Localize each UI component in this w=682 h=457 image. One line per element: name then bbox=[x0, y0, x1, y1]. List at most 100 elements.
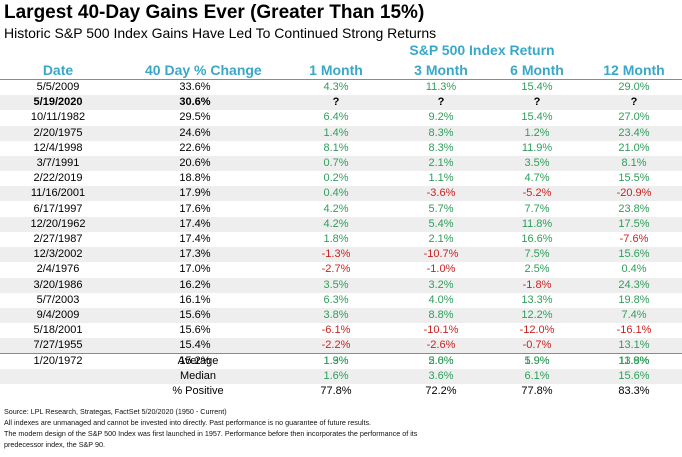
header-divider bbox=[0, 79, 682, 80]
column-header-6-month: 6 Month bbox=[510, 62, 564, 78]
cell-return-m3: 5.4% bbox=[428, 217, 454, 230]
cell-return-m1: 4.3% bbox=[323, 81, 349, 93]
cell-date: 12/20/1962 bbox=[30, 217, 86, 230]
cell-40-day-change: 16.2% bbox=[179, 278, 211, 291]
summary-cell-m3: 72.2% bbox=[425, 385, 457, 398]
cell-40-day-change: 15.2% bbox=[179, 354, 211, 367]
cell-return-m1: 6.3% bbox=[323, 293, 349, 306]
summary-cell-m12: 83.3% bbox=[618, 385, 650, 398]
cell-return-m6: 4.7% bbox=[524, 172, 550, 185]
summary-cell-m6: 77.8% bbox=[521, 385, 553, 398]
cell-40-day-change: 17.6% bbox=[179, 202, 211, 215]
cell-return-m6: 15.4% bbox=[521, 111, 553, 124]
table-row: 2/20/1975 24.6% 1.4% 8.3% 1.2% 23.4% bbox=[0, 125, 682, 141]
column-header-12-month: 12 Month bbox=[603, 62, 665, 78]
cell-return-m3: 8.3% bbox=[428, 126, 454, 139]
cell-return-m1: 0.4% bbox=[323, 187, 349, 200]
cell-40-day-change: 30.6% bbox=[179, 96, 211, 109]
column-header-1-month: 1 Month bbox=[309, 62, 363, 78]
summary-cell-m3: 3.6% bbox=[428, 370, 454, 383]
summary-cell-m6: 6.1% bbox=[524, 370, 550, 383]
cell-date: 2/22/2019 bbox=[33, 172, 83, 185]
cell-return-m1: ? bbox=[332, 96, 340, 109]
cell-return-m6: 11.8% bbox=[521, 217, 553, 230]
cell-40-day-change: 15.6% bbox=[179, 309, 211, 321]
summary-label: Median bbox=[179, 370, 217, 383]
cell-return-m6: 7.7% bbox=[524, 202, 550, 215]
summary-row: Average 1.9% 2.6% 5.9% 11.9% bbox=[0, 354, 682, 369]
cell-return-m1: 4.2% bbox=[323, 217, 349, 230]
cell-return-m3: ? bbox=[437, 96, 445, 109]
column-header-date: Date bbox=[42, 62, 74, 78]
cell-return-m6: 1.2% bbox=[524, 126, 550, 139]
cell-return-m1: 1.8% bbox=[323, 233, 349, 245]
cell-return-m3: -2.6% bbox=[426, 339, 456, 352]
cell-return-m3: 4.0% bbox=[428, 293, 454, 306]
cell-return-m3: 8.8% bbox=[428, 309, 454, 321]
footnote-source: Source: LPL Research, Strategas, FactSet… bbox=[4, 407, 227, 416]
cell-return-m6: 2.5% bbox=[524, 263, 550, 276]
cell-40-day-change: 22.6% bbox=[179, 141, 211, 154]
table-row: 3/20/1986 16.2% 3.5% 3.2% -1.8% 24.3% bbox=[0, 277, 682, 293]
table-row: 1/20/1972 15.2% 1.3% 5.0% 1.9% 13.8% bbox=[0, 354, 682, 369]
cell-return-m1: 1.4% bbox=[323, 126, 349, 139]
cell-date: 3/7/1991 bbox=[36, 157, 80, 169]
table-row: 9/4/2009 15.6% 3.8% 8.8% 12.2% 7.4% bbox=[0, 308, 682, 323]
summary-cell-m1: 1.6% bbox=[323, 370, 349, 383]
cell-return-m12: 7.4% bbox=[621, 309, 647, 321]
sp500-return-group-header: S&P 500 Index Return bbox=[409, 42, 555, 58]
cell-return-m1: 0.2% bbox=[323, 172, 349, 185]
cell-40-day-change: 16.1% bbox=[179, 293, 211, 306]
summary-cell-m1: 1.9% bbox=[323, 355, 349, 367]
table-row: 6/17/1997 17.6% 4.2% 5.7% 7.7% 23.8% bbox=[0, 202, 682, 217]
cell-date: 7/27/1955 bbox=[33, 339, 83, 352]
cell-return-m1: -2.7% bbox=[321, 263, 351, 276]
cell-40-day-change: 20.6% bbox=[179, 157, 211, 169]
footnote-index-history-cont: predecessor index, the S&P 90. bbox=[4, 440, 105, 449]
cell-return-m1: 8.1% bbox=[323, 141, 349, 154]
cell-return-m3: 11.3% bbox=[425, 81, 457, 93]
cell-date: 6/17/1997 bbox=[33, 202, 83, 215]
cell-40-day-change: 17.4% bbox=[179, 233, 211, 245]
cell-date: 5/18/2001 bbox=[33, 324, 83, 337]
cell-return-m6: -5.2% bbox=[522, 187, 552, 200]
cell-date: 5/5/2009 bbox=[36, 81, 80, 93]
table-row: 10/11/1982 29.5% 6.4% 9.2% 15.4% 27.0% bbox=[0, 110, 682, 125]
cell-return-m12: 0.4% bbox=[621, 263, 647, 276]
summary-cell-m3: 2.6% bbox=[428, 355, 454, 367]
table-row: 12/4/1998 22.6% 8.1% 8.3% 11.9% 21.0% bbox=[0, 141, 682, 156]
table-row: 2/4/1976 17.0% -2.7% -1.0% 2.5% 0.4% bbox=[0, 262, 682, 277]
cell-return-m1: 3.8% bbox=[323, 309, 349, 321]
cell-return-m12: 27.0% bbox=[618, 111, 650, 124]
cell-40-day-change: 17.3% bbox=[179, 248, 211, 261]
table-row: 7/27/1955 15.4% -2.2% -2.6% -0.7% 13.1% bbox=[0, 338, 682, 354]
cell-return-m6: ? bbox=[533, 96, 541, 109]
column-header-40-day-change: 40 Day % Change bbox=[145, 62, 262, 78]
cell-return-m3: 5.0% bbox=[428, 354, 454, 367]
cell-return-m3: 8.3% bbox=[428, 141, 454, 154]
summary-cell-m1: 77.8% bbox=[320, 385, 352, 398]
cell-40-day-change: 15.6% bbox=[179, 324, 211, 337]
cell-date: 10/11/1982 bbox=[30, 111, 86, 124]
cell-40-day-change: 17.4% bbox=[179, 217, 211, 230]
cell-return-m12: 15.6% bbox=[618, 248, 650, 261]
cell-return-m1: -2.2% bbox=[321, 339, 351, 352]
cell-return-m3: 2.1% bbox=[428, 157, 454, 169]
cell-40-day-change: 17.9% bbox=[179, 187, 211, 200]
cell-return-m3: 5.7% bbox=[428, 202, 454, 215]
cell-return-m3: -10.1% bbox=[423, 324, 459, 337]
page-subtitle: Historic S&P 500 Index Gains Have Led To… bbox=[4, 25, 437, 41]
summary-label: % Positive bbox=[172, 385, 224, 398]
cell-return-m6: 11.9% bbox=[521, 141, 553, 154]
table-row: 5/19/2020 30.6%???? bbox=[0, 95, 682, 111]
cell-return-m6: 1.9% bbox=[524, 354, 550, 367]
cell-return-m12: 23.8% bbox=[618, 202, 650, 215]
footnotes: Source: LPL Research, Strategas, FactSet… bbox=[4, 406, 417, 450]
cell-return-m12: 29.0% bbox=[618, 81, 650, 93]
cell-return-m6: 16.6% bbox=[521, 233, 553, 245]
footnote-disclaimer: All indexes are unmanaged and cannot be … bbox=[4, 418, 372, 427]
cell-return-m1: 3.5% bbox=[323, 278, 349, 291]
cell-return-m3: 1.1% bbox=[428, 172, 454, 185]
cell-return-m6: -0.7% bbox=[522, 339, 552, 352]
cell-return-m1: 6.4% bbox=[323, 111, 349, 124]
